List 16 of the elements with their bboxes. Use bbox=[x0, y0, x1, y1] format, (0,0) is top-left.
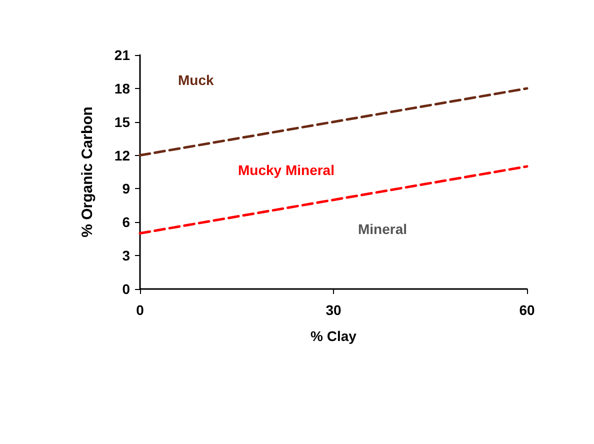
x-tick-label: 0 bbox=[136, 302, 144, 318]
x-axis-title: % Clay bbox=[310, 328, 357, 344]
x-tick-label: 30 bbox=[326, 302, 342, 318]
y-axis-title: % Organic Carbon bbox=[79, 106, 96, 238]
annotation: Muck bbox=[178, 72, 214, 88]
y-tick-label: 3 bbox=[122, 248, 130, 264]
y-tick-label: 9 bbox=[122, 180, 130, 197]
annotation: Mucky Mineral bbox=[238, 162, 334, 178]
y-tick-label: 0 bbox=[122, 281, 130, 297]
y-tick-label: 18 bbox=[114, 80, 130, 96]
annotation: Mineral bbox=[358, 221, 408, 237]
y-tick-label: 12 bbox=[114, 147, 130, 164]
y-tick-label: 15 bbox=[114, 114, 130, 130]
x-tick-label: 60 bbox=[519, 302, 535, 318]
y-tick-label: 21 bbox=[114, 47, 130, 63]
y-tick-label: 6 bbox=[122, 214, 130, 230]
